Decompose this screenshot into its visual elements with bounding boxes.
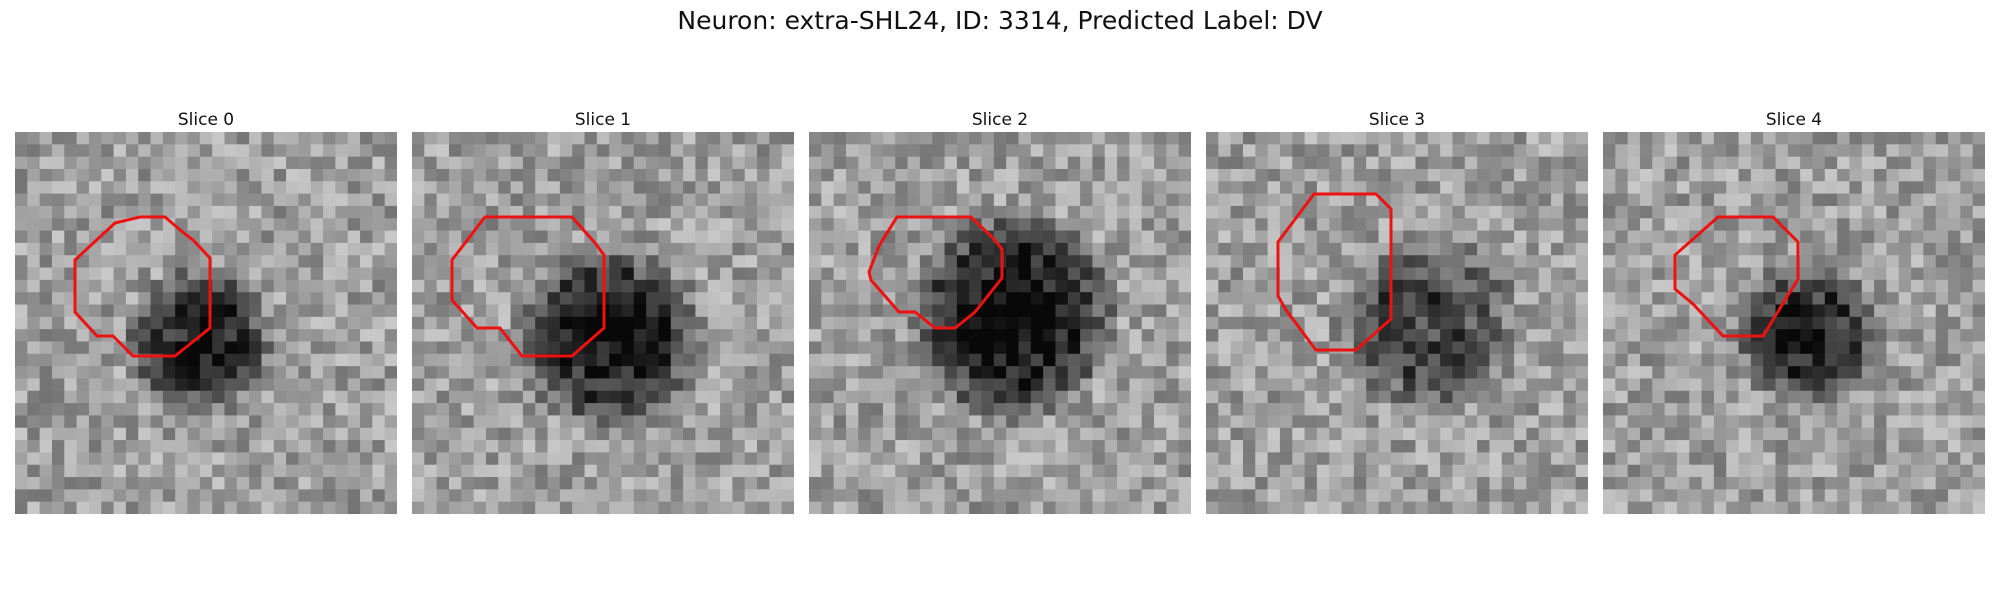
slice-image-0 xyxy=(15,132,397,514)
contour-outline-0 xyxy=(73,215,212,358)
slice-title-2: Slice 2 xyxy=(971,110,1029,130)
contour-outline-4 xyxy=(1673,215,1800,338)
slice-title-4: Slice 4 xyxy=(1765,110,1823,130)
slice-title-1: Slice 1 xyxy=(574,110,632,130)
slice-image-4 xyxy=(1603,132,1985,514)
slice-title-0: Slice 0 xyxy=(177,110,235,130)
slice-panel-3: Slice 3 xyxy=(1206,108,1588,514)
figure-title: Neuron: extra-SHL24, ID: 3314, Predicted… xyxy=(677,6,1323,35)
slice-image-1 xyxy=(412,132,794,514)
contour-outline-3 xyxy=(1276,192,1393,352)
slice-image-3 xyxy=(1206,132,1588,514)
slice-panel-1: Slice 1 xyxy=(412,108,794,514)
contour-outline-2 xyxy=(867,215,1004,330)
contour-outline-1 xyxy=(450,215,606,358)
slice-panel-4: Slice 4 xyxy=(1603,108,1985,514)
slice-panel-2: Slice 2 xyxy=(809,108,1191,514)
slice-panel-0: Slice 0 xyxy=(15,108,397,514)
slice-image-2 xyxy=(809,132,1191,514)
slice-title-3: Slice 3 xyxy=(1368,110,1426,130)
